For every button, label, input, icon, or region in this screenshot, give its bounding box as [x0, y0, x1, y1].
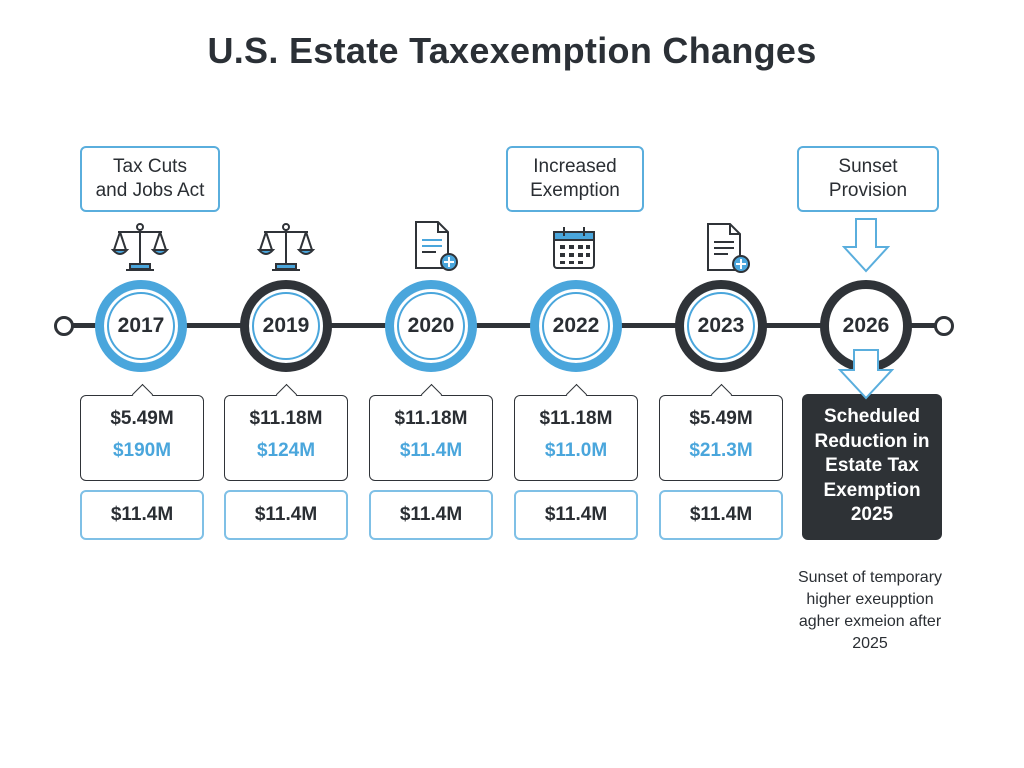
year-label: 2020	[407, 314, 455, 337]
scales-icon	[110, 223, 170, 271]
value-primary: $11.18M	[539, 408, 613, 429]
year-node-2019: 2019	[240, 280, 332, 372]
scales-icon	[256, 223, 316, 271]
year-label: 2019	[262, 314, 310, 337]
calendar-icon	[553, 227, 595, 269]
value-accent: $190M	[112, 440, 172, 461]
arrow-down-icon	[837, 349, 895, 400]
timeline-start-cap	[54, 316, 74, 336]
callout-text: Increased Exemption	[530, 156, 620, 201]
exemption-value-card: $11.4M	[514, 490, 638, 540]
year-node-2020: 2020	[385, 280, 477, 372]
value-card: $11.18M $124M	[224, 395, 348, 481]
year-label: 2023	[697, 314, 745, 337]
page-title: U.S. Estate Taxexemption Changes	[207, 30, 817, 71]
scheduled-reduction-text: Scheduled Reduction in Estate Tax Exempt…	[814, 406, 930, 525]
value-accent: $21.3M	[689, 440, 753, 461]
value-primary: $11.18M	[394, 408, 468, 429]
exemption-value-card: $11.4M	[80, 490, 204, 540]
document-add-icon	[415, 221, 458, 271]
year-node-2022: 2022	[530, 280, 622, 372]
year-node-2017: 2017	[95, 280, 187, 372]
year-node-2023: 2023	[675, 280, 767, 372]
arrow-down-icon	[842, 218, 890, 273]
value-card: $5.49M $190M	[80, 395, 204, 481]
value-primary: $11.18M	[249, 408, 323, 429]
timeline-end-cap	[934, 316, 954, 336]
sunset-note: Sunset of temporary higher exeupption ag…	[797, 569, 943, 652]
callout-text: Sunset Provision	[828, 156, 908, 201]
year-label: 2026	[842, 314, 890, 337]
document-add-icon	[707, 223, 750, 273]
value-accent: $124M	[256, 440, 316, 461]
scheduled-reduction-box: Scheduled Reduction in Estate Tax Exempt…	[802, 394, 942, 540]
exemption-value-card: $11.4M	[224, 490, 348, 540]
exemption-value-card: $11.4M	[659, 490, 783, 540]
value-card: $11.18M $11.0M	[514, 395, 638, 481]
exemption-value-card: $11.4M	[369, 490, 493, 540]
value-card: $5.49M $21.3M	[659, 395, 783, 481]
value-accent: $11.0M	[544, 440, 608, 461]
value-card: $11.18M $11.4M	[369, 395, 493, 481]
timeline-axis	[64, 323, 944, 328]
year-label: 2017	[117, 314, 165, 337]
callout-tax-cuts-and-jobs-act: Tax Cuts and Jobs Act	[80, 146, 220, 212]
value-accent: $11.4M	[399, 440, 463, 461]
value-primary: $5.49M	[689, 408, 753, 429]
callout-sunset-provision: Sunset Provision	[797, 146, 939, 212]
year-label: 2022	[552, 314, 600, 337]
callout-increased-exemption: Increased Exemption	[506, 146, 644, 212]
callout-text: Tax Cuts and Jobs Act	[95, 156, 205, 201]
value-primary: $5.49M	[110, 408, 174, 429]
